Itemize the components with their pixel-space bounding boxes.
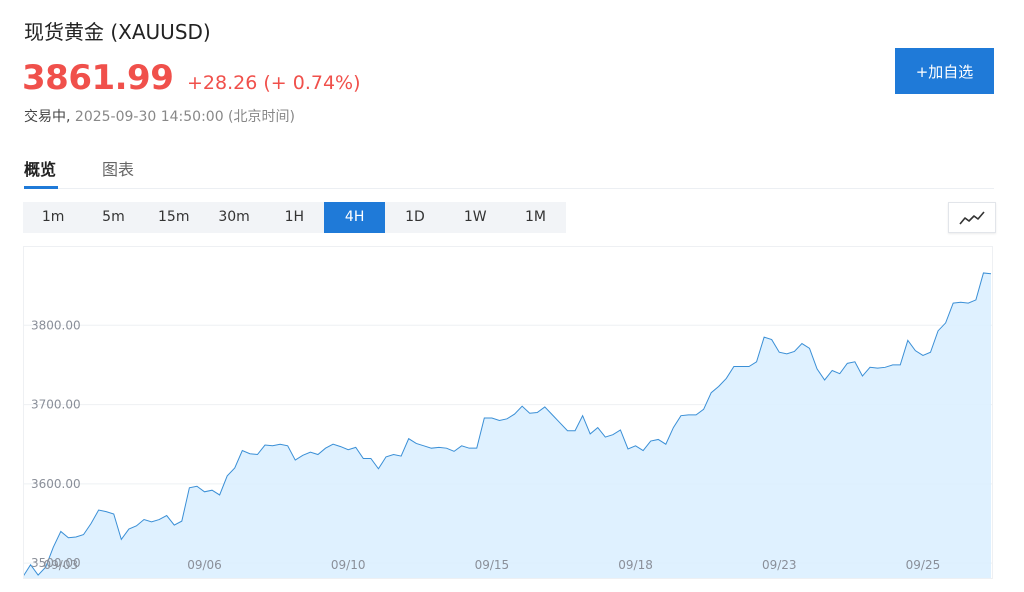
period-1d[interactable]: 1D	[405, 209, 425, 225]
change-value: +28.26	[187, 72, 258, 94]
period-1mo[interactable]: 1M	[525, 209, 547, 225]
period-selector: 1m 5m 15m 30m 1H 4H 1D 1W 1M	[23, 202, 566, 233]
price-line	[23, 272, 992, 577]
tab-chart[interactable]: 图表	[102, 156, 134, 180]
y-tick-label: 3800.00	[31, 318, 81, 332]
instrument-title: 现货黄金 (XAUUSD)	[24, 20, 211, 44]
x-tick-label: 09/18	[618, 558, 653, 572]
price-change: +28.26 (+ 0.74%)	[187, 72, 361, 94]
change-percent: (+ 0.74%)	[263, 72, 361, 94]
line-chart-icon	[959, 210, 985, 225]
chart-type-button[interactable]	[948, 202, 996, 233]
period-30m[interactable]: 30m	[218, 209, 250, 225]
tab-overview-label: 概览	[24, 160, 57, 179]
add-watchlist-button[interactable]: +加自选	[895, 48, 994, 94]
trading-status: 交易中,	[24, 109, 71, 125]
y-tick-label: 3500.00	[31, 556, 81, 570]
y-tick-label: 3700.00	[31, 398, 81, 412]
period-4h[interactable]: 4H	[324, 202, 385, 233]
x-tick-label: 09/10	[331, 558, 366, 572]
period-1m[interactable]: 1m	[41, 209, 65, 225]
price-chart[interactable]: 3500.00 3600.00 3700.00 3800.00 09/03 09/06 09…	[23, 246, 993, 579]
timestamp: 2025-09-30 14:50:00 (北京时间)	[74, 109, 295, 125]
period-5m[interactable]: 5m	[102, 209, 125, 225]
y-tick-label: 3600.00	[31, 477, 81, 491]
market-status: 交易中, 2025-09-30 14:50:00 (北京时间)	[24, 106, 295, 126]
tab-overview[interactable]: 概览	[24, 156, 58, 189]
active-tab-indicator	[24, 186, 58, 189]
x-tick-label: 09/23	[762, 558, 797, 572]
x-tick-label: 09/03	[44, 558, 79, 572]
period-1w[interactable]: 1W	[463, 209, 487, 225]
period-15m[interactable]: 15m	[158, 209, 190, 225]
x-tick-label: 09/15	[475, 558, 510, 572]
period-1h[interactable]: 1H	[284, 209, 305, 225]
current-price: 3861.99	[22, 58, 174, 98]
x-tick-label: 09/25	[906, 558, 941, 572]
price-area	[23, 272, 991, 579]
tab-chart-label: 图表	[102, 160, 135, 179]
x-tick-label: 09/06	[187, 558, 222, 572]
tab-bar: 概览 图表	[24, 152, 994, 189]
